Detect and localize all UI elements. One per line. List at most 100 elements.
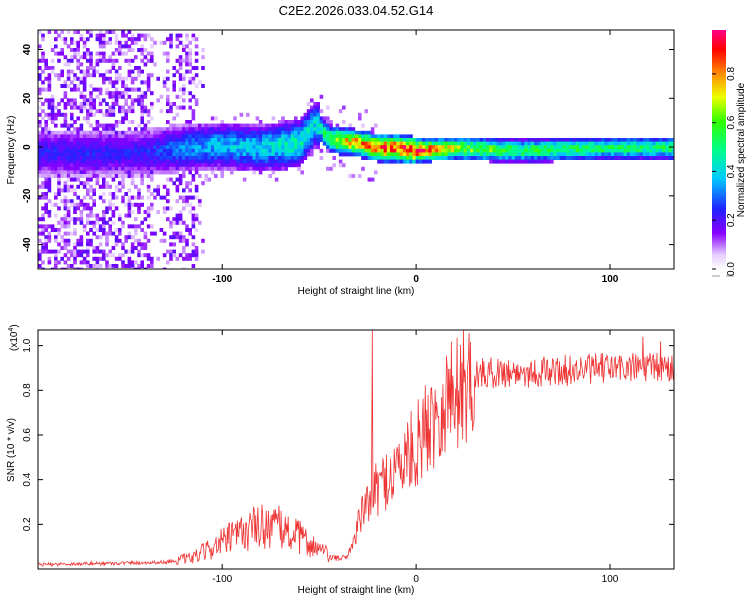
spectrogram-cell: [367, 138, 372, 142]
spectrogram-cell: [607, 156, 612, 160]
spectrogram-cell: [572, 148, 576, 153]
spectrogram-cell: [242, 138, 247, 142]
spectrogram-cell: [646, 141, 650, 146]
spectrogram-cell: [377, 138, 381, 142]
spectrogram-cell: [82, 159, 87, 164]
spectrogram-cell: [300, 116, 304, 121]
spectrogram-cell: [172, 170, 176, 175]
spectrogram-cell: [617, 152, 621, 157]
spectrogram-cell: [185, 127, 189, 132]
spectrogram-cell: [258, 159, 263, 164]
spectrogram-cell: [313, 102, 317, 106]
spectrogram-cell: [178, 138, 183, 142]
spectrogram-cell: [236, 156, 240, 160]
spectrogram-cell: [95, 94, 100, 99]
spectrogram-cell: [185, 44, 189, 49]
spectrogram-cell: [159, 195, 164, 200]
spectrogram-cell: [127, 87, 132, 92]
spectrogram-cell: [134, 231, 138, 236]
spectrogram-cell: [172, 217, 176, 222]
spectrogram-cell: [226, 123, 231, 128]
spectrogram-cell: [460, 138, 464, 142]
spectrogram-cell: [38, 238, 42, 243]
spectrogram-cell: [102, 166, 106, 171]
spectrogram-cell: [226, 163, 231, 168]
spectrogram-cell: [188, 91, 192, 96]
spectrogram-cell: [626, 152, 631, 157]
spectrogram-cell: [38, 87, 42, 92]
spectrogram-cell: [57, 152, 61, 157]
spectrogram-cell: [166, 163, 170, 168]
spectrogram-cell: [351, 148, 356, 153]
spectrogram-cell: [294, 156, 298, 160]
spectrogram-cell: [297, 123, 301, 128]
spectrogram-cell: [162, 184, 167, 189]
spectrogram-cell: [44, 152, 48, 157]
spectrogram-cell: [73, 148, 77, 153]
spectrogram-cell: [658, 152, 663, 157]
spectrogram-cell: [444, 141, 448, 146]
spectrogram-cell: [265, 159, 269, 164]
spectrogram-cell: [239, 134, 244, 139]
spectrogram-cell: [124, 238, 128, 243]
spectrogram-cell: [185, 120, 189, 124]
spectrogram-cell: [50, 134, 55, 139]
spectrogram-cell: [594, 152, 599, 157]
spectrogram-cell: [159, 145, 164, 150]
spectrogram-cell: [150, 159, 154, 164]
spectrogram-cell: [415, 156, 420, 160]
spectrogram-cell: [63, 116, 68, 121]
spectrogram-cell: [66, 130, 71, 135]
spectrogram-cell: [150, 166, 154, 171]
spectrogram-cell: [351, 134, 356, 139]
spectrogram-cell: [214, 141, 218, 146]
spectrogram-cell: [41, 134, 45, 139]
spectrogram-cell: [262, 159, 266, 164]
spectrogram-cell: [326, 105, 330, 110]
spectrogram-cell: [114, 76, 119, 81]
spectrogram-cell: [140, 91, 144, 96]
spectrogram-cell: [431, 138, 436, 142]
spectrogram-cell: [95, 260, 100, 265]
spectrogram-cell: [534, 145, 538, 150]
spectrogram-cell: [92, 69, 96, 74]
spectrogram-cell: [76, 202, 80, 207]
spectrogram-cell: [319, 148, 324, 153]
spectrogram-cell: [511, 159, 516, 164]
spectrogram-cell: [140, 138, 144, 142]
spectrogram-cell: [550, 159, 554, 164]
spectrogram-cell: [73, 105, 77, 110]
spectrogram-cell: [207, 177, 212, 182]
spectrogram-cell: [124, 174, 128, 178]
spectrogram-cell: [102, 181, 106, 186]
spectrogram-cell: [79, 267, 84, 269]
spectrogram-cell: [194, 253, 199, 258]
spectrogram-cell: [105, 184, 109, 189]
spectrogram-cell: [121, 163, 125, 168]
spectrogram-cell: [486, 148, 490, 153]
spectrogram-cell: [47, 102, 52, 106]
spectrogram-cell: [130, 98, 135, 103]
spectrogram-cell: [204, 163, 208, 168]
spectrogram-cell: [66, 163, 71, 168]
spectrogram-cell: [169, 163, 173, 168]
spectrogram-cell: [249, 163, 253, 168]
spectrogram-cell: [47, 235, 52, 240]
spectrogram-cell: [41, 166, 45, 171]
spectrogram-cell: [310, 116, 314, 121]
spectrogram-cell: [60, 224, 64, 229]
spectrogram-cell: [66, 264, 71, 268]
spectrogram-cell: [399, 148, 404, 153]
spectrogram-cell: [230, 141, 234, 146]
spectrogram-cell: [588, 138, 592, 142]
spectrogram-cell: [198, 138, 202, 142]
spectrogram-cell: [287, 141, 292, 146]
spectrogram-cell: [50, 267, 55, 269]
spectrogram-cell: [662, 156, 666, 160]
spectrogram-cell: [105, 138, 109, 142]
spectrogram-cell: [146, 256, 151, 261]
spectrogram-cell: [249, 159, 253, 164]
spectrogram-cell: [217, 123, 221, 128]
spectrogram-cell: [89, 159, 93, 164]
spectrogram-cell: [130, 242, 135, 247]
